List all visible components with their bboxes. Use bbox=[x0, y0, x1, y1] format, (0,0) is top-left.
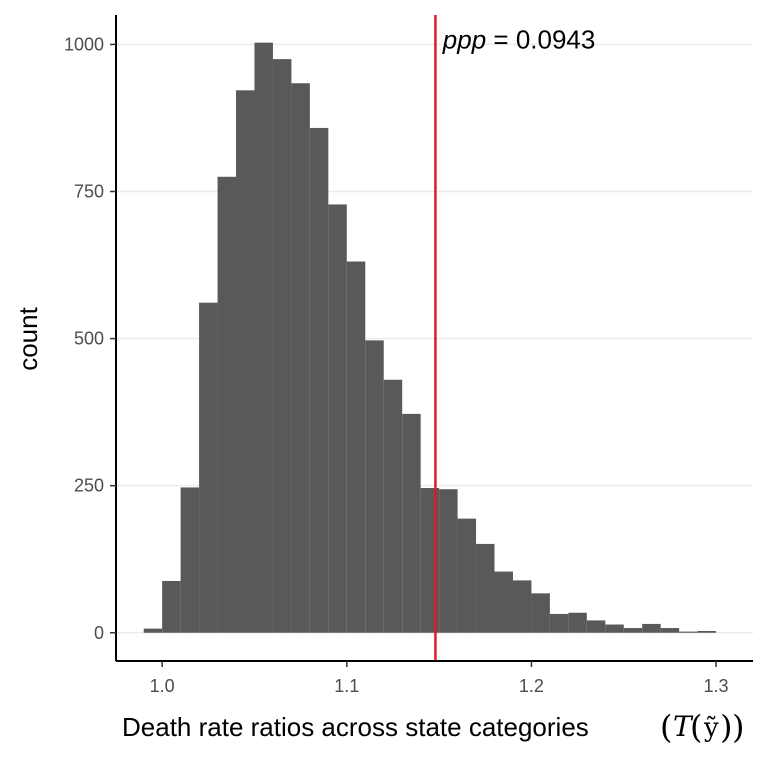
x-tick-label: 1.2 bbox=[519, 676, 544, 696]
x-axis-title: Death rate ratios across state categorie… bbox=[122, 708, 744, 746]
histogram-bar bbox=[494, 571, 513, 633]
histogram-bar bbox=[623, 628, 643, 633]
histogram-bar bbox=[512, 580, 532, 633]
histogram-bar bbox=[217, 176, 237, 633]
histogram-bar bbox=[254, 42, 273, 633]
histogram-bar bbox=[383, 379, 403, 633]
x-tick-label: 1.0 bbox=[150, 676, 175, 696]
histogram-bar bbox=[328, 204, 347, 633]
histogram-bar bbox=[586, 620, 606, 633]
histogram-bar bbox=[291, 83, 310, 633]
x-axis-title-inner-open-paren: ( bbox=[690, 708, 702, 746]
ppp-value: = 0.0943 bbox=[486, 25, 595, 55]
x-axis-title-open-paren: ( bbox=[660, 708, 672, 746]
histogram-bar bbox=[642, 623, 661, 633]
histogram-bar bbox=[531, 593, 550, 633]
x-axis-title-var: ỹ bbox=[703, 713, 719, 743]
histogram-bar bbox=[476, 543, 495, 633]
x-tick-label: 1.3 bbox=[704, 676, 729, 696]
y-tick-label: 500 bbox=[74, 329, 104, 349]
histogram-bar bbox=[402, 413, 421, 633]
axis-ticks: 0 250 500 750 1000 1.0 1.1 1.2 1.3 bbox=[64, 34, 729, 696]
y-axis-title: count bbox=[13, 306, 43, 370]
y-tick-label: 0 bbox=[94, 623, 104, 643]
histogram-bar bbox=[549, 613, 569, 633]
histogram-bar bbox=[568, 612, 587, 633]
y-tick-label: 1000 bbox=[64, 34, 104, 54]
histogram-bar bbox=[679, 631, 698, 633]
histogram-bar bbox=[143, 628, 163, 633]
histogram-bar bbox=[365, 340, 384, 633]
histogram-bar bbox=[439, 489, 458, 633]
x-axis-title-close-paren: ) bbox=[732, 708, 744, 746]
histogram-bar bbox=[346, 261, 366, 633]
histogram-bar bbox=[697, 630, 717, 633]
histogram-bars bbox=[143, 42, 717, 633]
y-tick-label: 250 bbox=[74, 476, 104, 496]
histogram-bar bbox=[272, 59, 292, 633]
x-axis-title-func: T bbox=[673, 710, 694, 743]
histogram-bar bbox=[162, 580, 181, 633]
histogram-bar bbox=[236, 90, 255, 633]
histogram-bar bbox=[605, 624, 624, 633]
histogram-bar bbox=[309, 127, 329, 633]
histogram-bar bbox=[199, 302, 218, 633]
x-axis-title-text: Death rate ratios across state categorie… bbox=[122, 712, 589, 742]
x-axis-title-inner-close-paren: ) bbox=[720, 708, 732, 746]
x-tick-label: 1.1 bbox=[334, 676, 359, 696]
ppp-annotation: ppp = 0.0943 bbox=[442, 25, 596, 55]
histogram-bar bbox=[457, 518, 477, 633]
ppp-label: ppp bbox=[442, 25, 486, 55]
histogram-bar bbox=[660, 628, 680, 633]
histogram-bar bbox=[180, 487, 200, 633]
y-tick-label: 750 bbox=[74, 182, 104, 202]
